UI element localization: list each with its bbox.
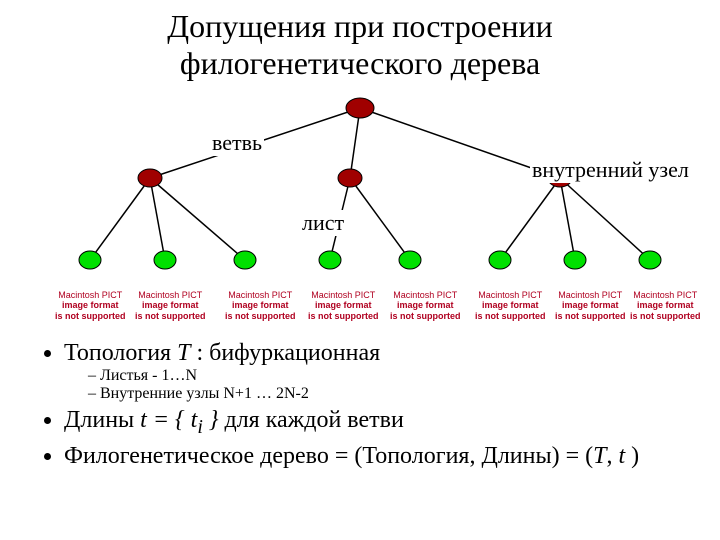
leaf-node bbox=[399, 251, 421, 269]
b1-sub1: Листья - 1…N bbox=[88, 367, 700, 385]
tree-edge bbox=[350, 108, 360, 178]
pict-placeholder: Macintosh PICTimage formatis not support… bbox=[630, 290, 701, 321]
tree-diagram: ветвь внутренний узел лист bbox=[0, 90, 720, 300]
pict-placeholder: Macintosh PICTimage formatis not support… bbox=[555, 290, 626, 321]
b3-prefix: Филогенетическое дерево = (Топология, Дл… bbox=[64, 443, 593, 469]
pict-placeholder: Macintosh PICTimage formatis not support… bbox=[308, 290, 379, 321]
b3-mid: , bbox=[606, 443, 618, 469]
b3-v1: T bbox=[593, 443, 606, 469]
bullet-lengths: Длины t = { ti } для каждой ветви bbox=[64, 407, 700, 439]
title-line-1: Допущения при построении bbox=[167, 8, 552, 44]
tree-edge bbox=[90, 178, 150, 260]
leaf-node bbox=[564, 251, 586, 269]
b1-prefix: Топология bbox=[64, 340, 177, 366]
b1-suffix: : бифуркационная bbox=[190, 340, 380, 366]
pict-placeholder: Macintosh PICTimage formatis not support… bbox=[390, 290, 461, 321]
leaf-node bbox=[154, 251, 176, 269]
tree-edge bbox=[150, 178, 245, 260]
leaf-node bbox=[79, 251, 101, 269]
tree-edge bbox=[150, 178, 165, 260]
leaf-node bbox=[639, 251, 661, 269]
pict-placeholder: Macintosh PICTimage formatis not support… bbox=[225, 290, 296, 321]
b2-suffix: для каждой ветви bbox=[218, 407, 403, 433]
root-node bbox=[346, 98, 374, 118]
bullet-topology: Топология T : бифуркационная Листья - 1…… bbox=[64, 340, 700, 403]
internal-node bbox=[338, 169, 362, 187]
bullet-list: Топология T : бифуркационная Листья - 1…… bbox=[40, 340, 700, 474]
pict-placeholder: Macintosh PICTimage formatis not support… bbox=[475, 290, 546, 321]
b1-sub2: Внутренние узлы N+1 … 2N-2 bbox=[88, 385, 700, 403]
b1-var: T bbox=[177, 340, 190, 366]
leaf-node bbox=[234, 251, 256, 269]
pict-placeholder: Macintosh PICTimage formatis not support… bbox=[135, 290, 206, 321]
branch-label: ветвь bbox=[210, 130, 264, 156]
title-line-2: филогенетического дерева bbox=[180, 45, 540, 81]
leaf-label: лист bbox=[300, 210, 346, 236]
tree-svg bbox=[0, 90, 720, 300]
page-title: Допущения при построении филогенетическо… bbox=[0, 0, 720, 82]
leaf-node bbox=[319, 251, 341, 269]
b2-var: t = { t bbox=[140, 407, 197, 433]
internal-node-label: внутренний узел bbox=[530, 157, 691, 183]
b2-var-end: } bbox=[203, 407, 219, 433]
leaf-node bbox=[489, 251, 511, 269]
tree-edge bbox=[500, 178, 560, 260]
bullet-tree: Филогенетическое дерево = (Топология, Дл… bbox=[64, 443, 700, 470]
tree-edge bbox=[350, 178, 410, 260]
internal-node bbox=[138, 169, 162, 187]
b2-prefix: Длины bbox=[64, 407, 140, 433]
pict-placeholder: Macintosh PICTimage formatis not support… bbox=[55, 290, 126, 321]
b3-suffix: ) bbox=[625, 443, 639, 469]
